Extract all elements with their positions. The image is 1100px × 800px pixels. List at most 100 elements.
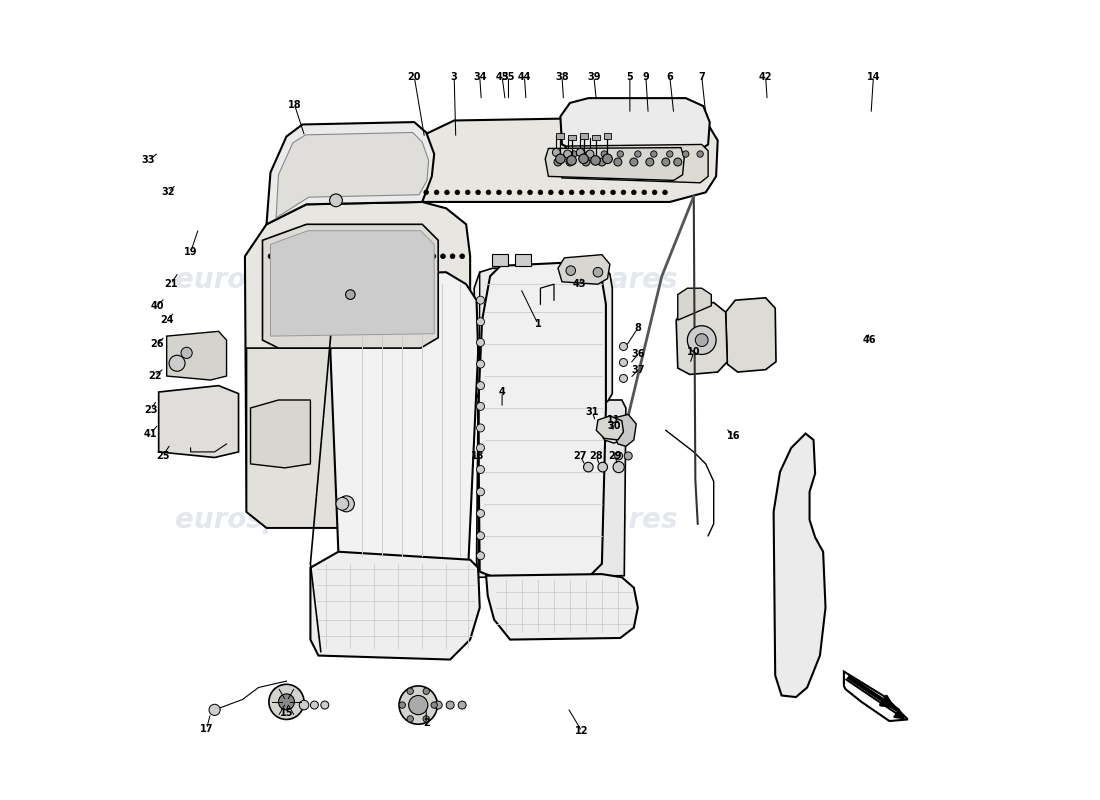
Text: 44: 44 — [518, 71, 531, 82]
Circle shape — [403, 254, 407, 258]
Polygon shape — [773, 434, 825, 697]
Circle shape — [169, 355, 185, 371]
Circle shape — [566, 158, 574, 166]
Circle shape — [559, 190, 563, 194]
Text: 14: 14 — [867, 71, 880, 82]
Polygon shape — [271, 230, 435, 336]
Circle shape — [619, 342, 627, 350]
Text: 13: 13 — [472, 451, 485, 461]
Circle shape — [662, 190, 668, 194]
Text: 8: 8 — [635, 323, 641, 333]
Polygon shape — [676, 302, 727, 374]
Circle shape — [278, 694, 295, 710]
Circle shape — [601, 151, 607, 158]
Text: 6: 6 — [667, 71, 673, 82]
Circle shape — [277, 254, 283, 258]
Polygon shape — [560, 145, 708, 182]
Circle shape — [434, 701, 442, 709]
Circle shape — [571, 151, 578, 158]
Circle shape — [538, 190, 542, 194]
Circle shape — [566, 156, 576, 166]
Circle shape — [603, 427, 613, 437]
Text: 41: 41 — [144, 429, 157, 438]
Text: 25: 25 — [156, 451, 169, 461]
Text: 34: 34 — [473, 71, 486, 82]
Circle shape — [475, 190, 481, 194]
Circle shape — [424, 688, 429, 694]
Circle shape — [476, 402, 484, 410]
Text: 43: 43 — [573, 279, 586, 290]
Circle shape — [299, 700, 309, 710]
Circle shape — [476, 552, 484, 560]
Text: 42: 42 — [759, 71, 772, 82]
Circle shape — [424, 716, 429, 722]
Polygon shape — [330, 272, 478, 572]
Circle shape — [598, 462, 607, 472]
Circle shape — [625, 452, 632, 460]
Circle shape — [590, 190, 595, 194]
Text: 11: 11 — [607, 415, 620, 425]
Circle shape — [441, 254, 446, 258]
Circle shape — [641, 190, 647, 194]
Circle shape — [434, 190, 439, 194]
Text: 5: 5 — [627, 71, 634, 82]
Text: 3: 3 — [451, 71, 458, 82]
Circle shape — [614, 158, 622, 166]
Text: 22: 22 — [147, 371, 162, 381]
Circle shape — [556, 154, 565, 164]
Text: 16: 16 — [727, 431, 740, 441]
Text: 18: 18 — [287, 99, 301, 110]
Circle shape — [407, 688, 414, 694]
Circle shape — [393, 254, 397, 258]
Circle shape — [450, 254, 455, 258]
Circle shape — [399, 686, 438, 724]
Text: 19: 19 — [184, 247, 197, 258]
Circle shape — [345, 290, 355, 299]
Circle shape — [603, 154, 613, 164]
Circle shape — [344, 254, 350, 258]
Circle shape — [615, 452, 623, 460]
Circle shape — [683, 151, 689, 158]
Circle shape — [316, 254, 321, 258]
Text: 24: 24 — [160, 315, 174, 325]
Circle shape — [598, 158, 606, 166]
Polygon shape — [167, 331, 227, 380]
Circle shape — [421, 254, 426, 258]
Text: 1: 1 — [535, 319, 541, 329]
Circle shape — [399, 702, 406, 708]
Circle shape — [591, 156, 601, 166]
Circle shape — [580, 190, 584, 194]
Circle shape — [476, 488, 484, 496]
Circle shape — [476, 296, 484, 304]
Circle shape — [619, 374, 627, 382]
Circle shape — [585, 151, 592, 158]
Text: 40: 40 — [151, 301, 164, 310]
Circle shape — [476, 510, 484, 518]
Polygon shape — [600, 418, 628, 443]
Polygon shape — [592, 135, 600, 141]
Polygon shape — [844, 671, 908, 721]
Circle shape — [563, 150, 572, 158]
Circle shape — [635, 151, 641, 158]
Circle shape — [617, 151, 624, 158]
Text: 9: 9 — [642, 71, 649, 82]
Polygon shape — [678, 288, 712, 320]
Circle shape — [552, 149, 560, 157]
Circle shape — [476, 360, 484, 368]
Circle shape — [476, 444, 484, 452]
Text: eurospares: eurospares — [503, 266, 678, 294]
Circle shape — [455, 190, 460, 194]
Polygon shape — [158, 386, 239, 458]
Polygon shape — [568, 135, 575, 141]
Circle shape — [330, 194, 342, 206]
Circle shape — [630, 158, 638, 166]
Circle shape — [326, 254, 330, 258]
Text: 33: 33 — [142, 155, 155, 166]
Circle shape — [549, 190, 553, 194]
Circle shape — [601, 190, 605, 194]
Circle shape — [444, 190, 450, 194]
Circle shape — [582, 158, 590, 166]
Circle shape — [209, 704, 220, 715]
Polygon shape — [478, 262, 606, 578]
Circle shape — [465, 190, 470, 194]
